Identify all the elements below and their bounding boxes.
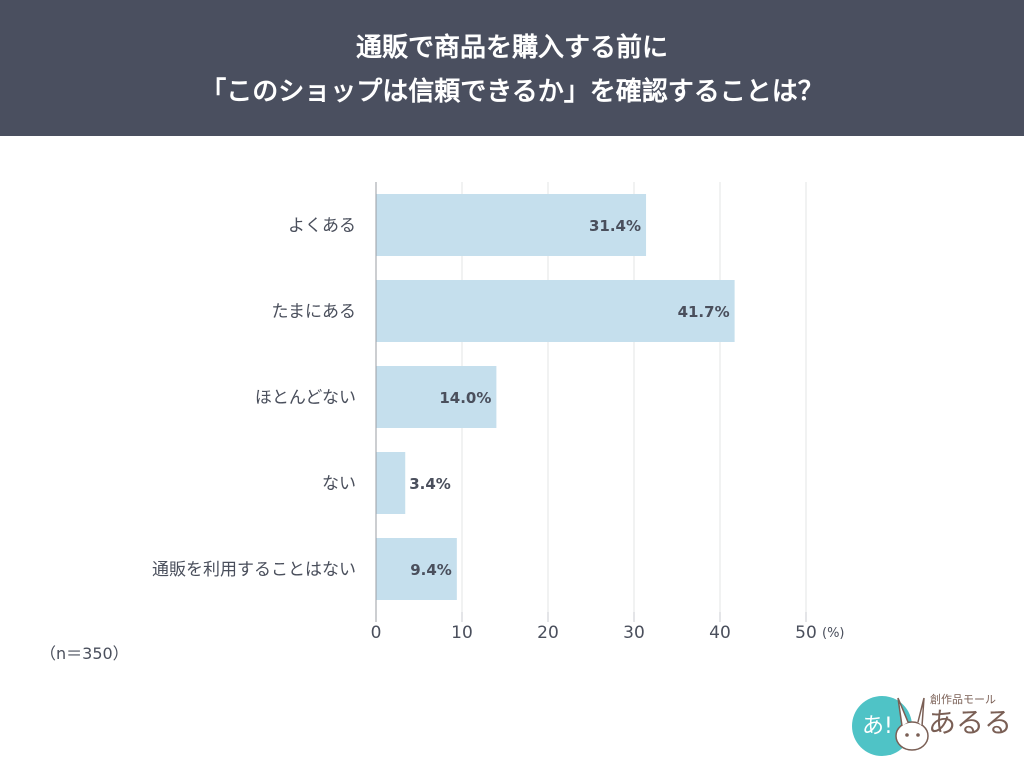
svg-text:創作品モール: 創作品モール	[930, 692, 996, 706]
svg-text:あるる: あるる	[928, 706, 1012, 739]
x-tick-label: 40	[709, 623, 731, 643]
data-label: 14.0%	[439, 389, 491, 407]
title-line-2: 「このショップは信頼できるか」を確認することは？	[200, 77, 824, 107]
category-label: たまにある	[272, 302, 357, 322]
category-label: ない	[322, 474, 356, 494]
aruru-logo: あ! 創作品モール あるる	[852, 692, 1012, 756]
chart-title-banner: 通販で商品を購入する前に 「このショップは信頼できるか」を確認することは？	[0, 0, 1024, 136]
svg-text:あ!: あ!	[862, 714, 893, 739]
sample-size-note: （n＝350）	[40, 644, 129, 663]
data-label: 41.7%	[678, 303, 730, 321]
data-label: 31.4%	[589, 217, 641, 235]
x-tick-label: 10	[451, 623, 473, 643]
x-tick-label: 0	[371, 623, 382, 643]
bar	[376, 366, 497, 428]
x-axis-unit: (%)	[822, 626, 845, 641]
bar	[376, 538, 457, 600]
category-label: よくある	[288, 216, 356, 236]
data-label: 9.4%	[410, 561, 452, 579]
bar	[376, 194, 647, 256]
x-tick-label: 30	[623, 623, 645, 643]
x-tick-label: 50	[795, 623, 817, 643]
title-line-1: 通販で商品を購入する前に	[355, 33, 668, 63]
category-label: ほとんどない	[255, 388, 356, 408]
x-tick-label: 20	[537, 623, 559, 643]
bar	[376, 452, 406, 514]
category-label: 通販を利用することはない	[152, 560, 356, 580]
data-label: 3.4%	[409, 475, 451, 493]
bar	[376, 280, 735, 342]
